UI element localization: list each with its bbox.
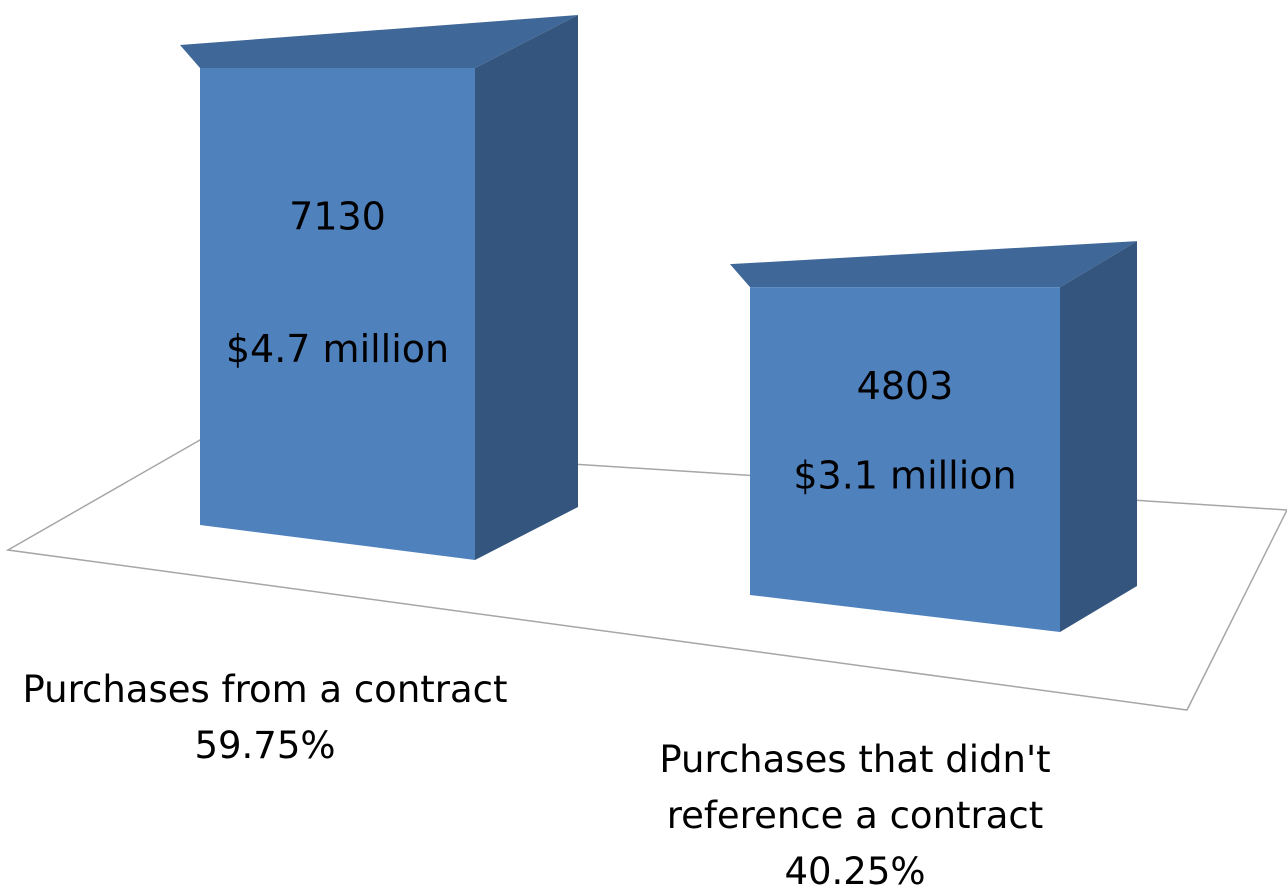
bar-top xyxy=(730,241,1137,288)
category-block: Purchases from a contract 59.75% xyxy=(0,662,530,774)
amount-label: $3.1 million xyxy=(793,454,1016,498)
category-label: Purchases that didn't reference a contra… xyxy=(659,738,1051,837)
amount-label: $4.7 million xyxy=(226,327,449,371)
bar-front xyxy=(750,287,1060,632)
bar-side xyxy=(1060,241,1137,632)
bar-side xyxy=(475,15,578,560)
share-label: 40.25% xyxy=(784,850,926,893)
bar xyxy=(180,15,578,560)
bar-top xyxy=(180,15,578,68)
bar-front xyxy=(200,68,475,560)
category-block: Purchases that didn't reference a contra… xyxy=(610,732,1100,893)
category-label: Purchases from a contract xyxy=(22,668,508,711)
bar xyxy=(730,241,1137,632)
value-label: 4803 xyxy=(857,364,954,408)
value-label: 7130 xyxy=(289,194,386,238)
share-label: 59.75% xyxy=(194,724,336,767)
